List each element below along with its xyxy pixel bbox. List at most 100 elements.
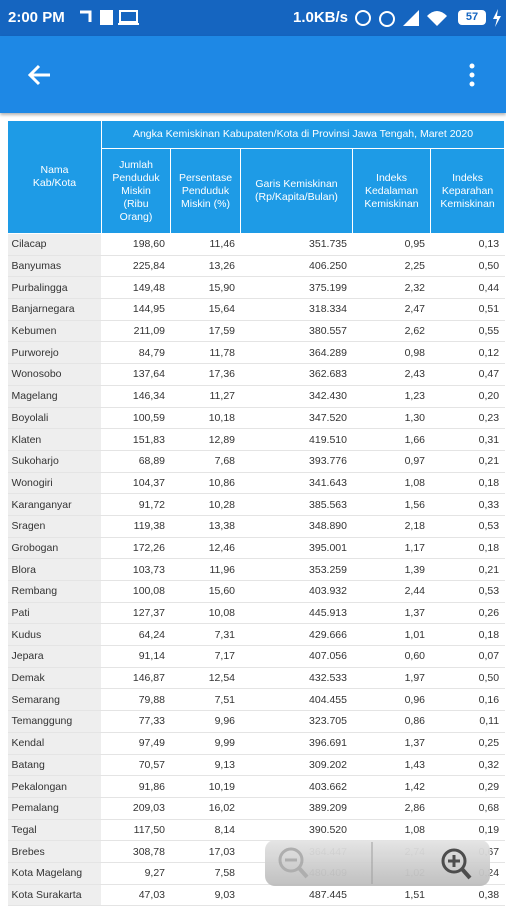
cell: 13,38 xyxy=(170,515,241,538)
cell: 1,01 xyxy=(352,623,431,647)
cell: 0,18 xyxy=(430,537,506,560)
region-name: Semarang xyxy=(7,688,102,712)
column-header: Indeks Keparahan Kemiskinan xyxy=(429,148,506,234)
table-row: Temanggung 77,33 9,96 323.705 0,86 0,11 xyxy=(7,710,506,733)
table-row: Magelang 146,34 11,27 342.430 1,23 0,20 xyxy=(7,385,506,408)
cell: 0,47 xyxy=(430,363,506,386)
cell: 10,08 xyxy=(170,602,241,625)
status-icons-right xyxy=(355,10,447,27)
cell: 7,68 xyxy=(170,450,241,473)
cell: 211,09 xyxy=(101,320,171,343)
status-bar: 2:00 PM 1.0KB/s 57 xyxy=(0,0,506,36)
table-row: Tegal 117,50 8,14 390.520 1,08 0,19 xyxy=(7,819,506,842)
cell: 0,20 xyxy=(430,385,506,408)
region-name: Rembang xyxy=(7,580,102,603)
cell: 404.455 xyxy=(240,688,353,712)
cell: 16,02 xyxy=(170,797,241,820)
cell: 432.533 xyxy=(240,667,353,690)
cell: 0,11 xyxy=(430,710,506,733)
column-header: Garis Kemiskinan (Rp/Kapita/Bulan) xyxy=(240,148,353,234)
cell: 0,97 xyxy=(352,450,431,473)
table-row: Jepara 91,14 7,17 407.056 0,60 0,07 xyxy=(7,645,506,668)
region-name: Grobogan xyxy=(7,537,102,560)
cell: 11,27 xyxy=(170,385,241,408)
cell: 1,37 xyxy=(352,602,431,625)
region-name: Temanggung xyxy=(7,710,102,733)
cell: 1,08 xyxy=(352,472,431,495)
cell: 1,66 xyxy=(352,428,431,451)
zoom-out[interactable] xyxy=(265,840,372,886)
region-name: Pemalang xyxy=(7,797,102,820)
cell: 100,08 xyxy=(101,580,171,603)
cell: 10,19 xyxy=(170,775,241,798)
cell: 0,33 xyxy=(430,493,506,516)
cell: 17,03 xyxy=(170,840,241,863)
cell: 10,18 xyxy=(170,407,241,430)
cell: 1,30 xyxy=(352,407,431,430)
cell: 151,83 xyxy=(101,428,171,451)
region-name: Sukoharjo xyxy=(7,450,102,473)
table-row: Kendal 97,49 9,99 396.691 1,37 0,25 xyxy=(7,732,506,755)
cell: 362.683 xyxy=(240,363,353,386)
cell: 375.199 xyxy=(240,276,353,300)
menu-button[interactable] xyxy=(466,62,478,88)
cell: 11,46 xyxy=(170,233,241,256)
cell: 419.510 xyxy=(240,428,353,451)
cell: 9,03 xyxy=(170,884,241,906)
cell: 0,29 xyxy=(430,775,506,798)
zoom-icons xyxy=(265,840,490,886)
region-name: Purworejo xyxy=(7,341,102,365)
table-row: Purworejo 84,79 11,78 364.289 0,98 0,12 xyxy=(7,341,506,365)
table-row: Banjarnegara 144,95 15,64 318.334 2,47 0,51 xyxy=(7,298,506,321)
cell: 1,97 xyxy=(352,667,431,690)
cell: 380.557 xyxy=(240,320,353,343)
cell: 9,96 xyxy=(170,710,241,733)
zoom-control xyxy=(265,840,490,886)
column-header: Jumlah Penduduk Miskin (Ribu Orang) xyxy=(101,148,171,234)
region-name: Brebes xyxy=(7,840,102,863)
table-row: Banyumas 225,84 13,26 406.250 2,25 0,50 xyxy=(7,255,506,278)
table-title: Angka Kemiskinan Kabupaten/Kota di Provi… xyxy=(100,120,506,149)
cell: 487.445 xyxy=(240,884,353,906)
cell: 0,55 xyxy=(430,320,506,343)
cell: 407.056 xyxy=(240,645,353,668)
cell: 385.563 xyxy=(240,493,353,516)
cell: 403.662 xyxy=(240,775,353,798)
cell: 0,25 xyxy=(430,732,506,755)
cell: 0,50 xyxy=(430,255,506,278)
zoom-in[interactable] xyxy=(373,840,490,886)
cell: 1,43 xyxy=(352,754,431,777)
column-header: Indeks Kedalaman Kemiskinan xyxy=(352,148,431,234)
cell: 84,79 xyxy=(101,341,171,365)
cell: 0,86 xyxy=(352,710,431,733)
cell: 13,26 xyxy=(170,255,241,278)
time: 2:00 PM xyxy=(8,9,65,26)
table-row: Wonogiri 104,37 10,86 341.643 1,08 0,18 xyxy=(7,472,506,495)
cell: 353.259 xyxy=(240,558,353,581)
cell: 70,57 xyxy=(101,754,171,777)
cell: 0,21 xyxy=(430,558,506,581)
cell: 0,98 xyxy=(352,341,431,365)
cell: 348.890 xyxy=(240,515,353,538)
cell: 149,48 xyxy=(101,276,171,300)
cell: 0,44 xyxy=(430,276,506,300)
table-row: Demak 146,87 12,54 432.533 1,97 0,50 xyxy=(7,667,506,690)
table-row: Semarang 79,88 7,51 404.455 0,96 0,16 xyxy=(7,688,506,712)
cell: 1,37 xyxy=(352,732,431,755)
cell: 2,86 xyxy=(352,797,431,820)
cell: 1,23 xyxy=(352,385,431,408)
cell: 1,08 xyxy=(352,819,431,842)
region-name: Kudus xyxy=(7,623,102,647)
cell: 0,19 xyxy=(430,819,506,842)
table-row: Pati 127,37 10,08 445.913 1,37 0,26 xyxy=(7,602,506,625)
cell: 0,96 xyxy=(352,688,431,712)
region-name: Pekalongan xyxy=(7,775,102,798)
region-name: Cilacap xyxy=(7,233,102,256)
charging-icon xyxy=(493,9,501,27)
cell: 209,03 xyxy=(101,797,171,820)
cell: 172,26 xyxy=(101,537,171,560)
cell: 403.932 xyxy=(240,580,353,603)
cell: 79,88 xyxy=(101,688,171,712)
back-button[interactable] xyxy=(26,63,54,87)
cell: 91,86 xyxy=(101,775,171,798)
